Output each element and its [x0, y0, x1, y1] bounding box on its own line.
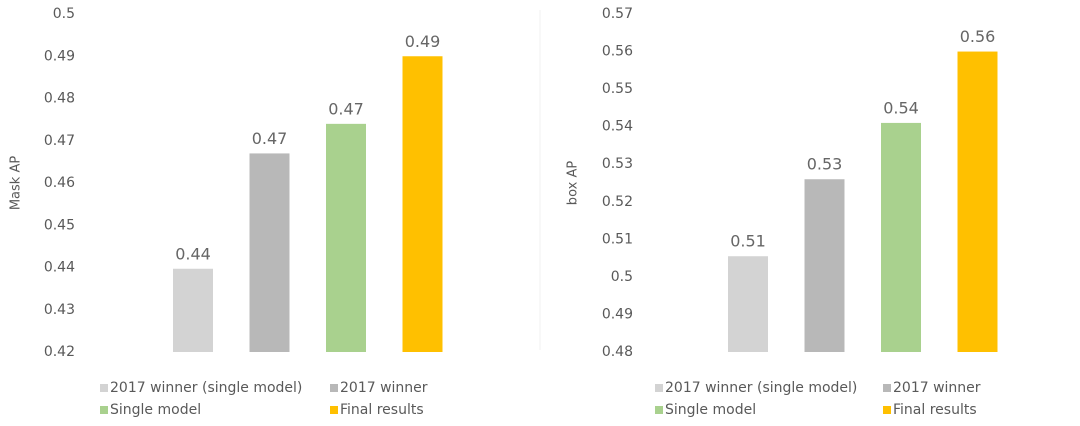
value-label: 0.56 — [960, 27, 996, 46]
value-label: 0.49 — [405, 32, 441, 51]
bar — [957, 51, 998, 353]
value-label: 0.51 — [730, 232, 766, 251]
y-tick-label: 0.54 — [602, 119, 633, 135]
y-tick-label: 0.44 — [44, 260, 75, 276]
y-tick-label: 0.49 — [44, 48, 75, 64]
bar — [326, 123, 366, 352]
legend-label: Final results — [893, 402, 977, 418]
legend-label: Final results — [340, 402, 424, 418]
y-tick-label: 0.43 — [44, 302, 75, 318]
legend-swatch — [883, 406, 891, 414]
value-label: 0.47 — [252, 129, 288, 148]
legend-label: 2017 winner (single model) — [665, 380, 857, 396]
legend-swatch — [883, 384, 891, 392]
y-tick-label: 0.51 — [602, 231, 633, 247]
y-axis-title: box AP — [566, 161, 581, 206]
bar — [249, 153, 290, 352]
legend-label: Single model — [665, 402, 756, 418]
legend-swatch — [655, 384, 663, 392]
legend-label: 2017 winner (single model) — [110, 380, 302, 396]
y-tick-label: 0.53 — [602, 156, 633, 172]
legend-swatch — [655, 406, 663, 414]
bar — [728, 256, 768, 352]
bar — [804, 179, 845, 352]
bar — [402, 56, 443, 352]
value-label: 0.54 — [883, 98, 919, 117]
y-tick-label: 0.45 — [44, 217, 75, 233]
y-tick-label: 0.48 — [602, 344, 633, 360]
value-label: 0.53 — [807, 155, 843, 174]
y-tick-label: 0.5 — [611, 269, 633, 285]
y-tick-label: 0.42 — [44, 344, 75, 360]
y-tick-label: 0.5 — [53, 6, 75, 22]
legend-label: Single model — [110, 402, 201, 418]
y-tick-label: 0.56 — [602, 44, 633, 60]
y-tick-label: 0.57 — [602, 6, 633, 22]
y-axis-title: Mask AP — [9, 156, 24, 211]
legend-label: 2017 winner — [340, 380, 428, 396]
legend-swatch — [330, 406, 338, 414]
legend-label: 2017 winner — [893, 380, 981, 396]
value-label: 0.47 — [328, 99, 364, 118]
legend-swatch — [100, 384, 108, 392]
bar — [881, 122, 921, 353]
legend-swatch — [100, 406, 108, 414]
y-tick-label: 0.55 — [602, 81, 633, 97]
y-tick-label: 0.48 — [44, 91, 75, 107]
y-tick-label: 0.52 — [602, 194, 633, 210]
bar — [173, 268, 213, 352]
y-tick-label: 0.47 — [44, 133, 75, 149]
legend-swatch — [330, 384, 338, 392]
y-tick-label: 0.49 — [602, 306, 633, 322]
y-tick-label: 0.46 — [44, 175, 75, 191]
value-label: 0.44 — [175, 244, 211, 263]
